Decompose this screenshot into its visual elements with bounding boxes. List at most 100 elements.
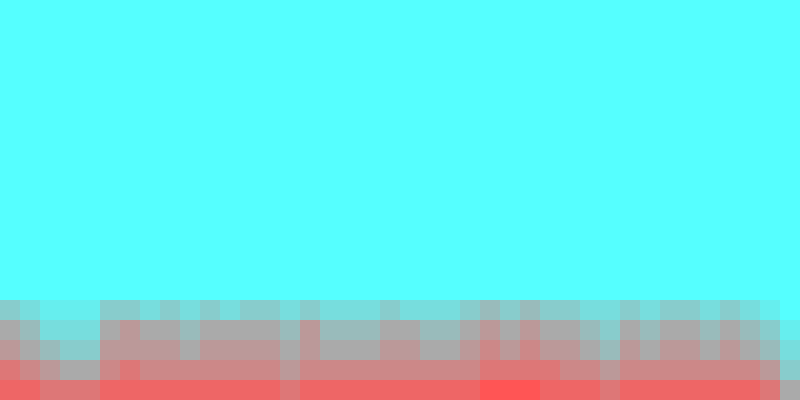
- cell: [480, 160, 501, 181]
- cell: [440, 300, 461, 321]
- cell: [440, 380, 461, 400]
- cell: [680, 300, 701, 321]
- cell: [20, 340, 41, 361]
- cell: [200, 340, 221, 361]
- cell: [280, 20, 301, 41]
- cell: [280, 320, 301, 341]
- cell: [120, 40, 141, 61]
- cell: [20, 200, 41, 221]
- cell: [540, 120, 561, 141]
- cell: [260, 120, 281, 141]
- cell: [460, 160, 481, 181]
- cell: [740, 240, 761, 261]
- cell: [160, 340, 181, 361]
- cell: [200, 80, 221, 101]
- cell: [200, 220, 221, 241]
- cell: [320, 360, 341, 381]
- cell: [160, 60, 181, 81]
- cell: [760, 360, 781, 381]
- cell: [60, 40, 81, 61]
- cell: [260, 320, 281, 341]
- cell: [220, 100, 241, 121]
- cell: [340, 260, 361, 281]
- cell: [300, 100, 321, 121]
- cell: [320, 0, 341, 21]
- cell: [360, 120, 381, 141]
- cell: [480, 320, 501, 341]
- cell: [140, 340, 161, 361]
- cell: [700, 340, 721, 361]
- cell: [560, 180, 581, 201]
- cell: [520, 180, 541, 201]
- cell: [560, 320, 581, 341]
- cell: [600, 80, 621, 101]
- cell: [500, 220, 521, 241]
- cell: [60, 20, 81, 41]
- cell: [660, 380, 681, 400]
- cell: [560, 220, 581, 241]
- cell: [320, 300, 341, 321]
- cell: [260, 300, 281, 321]
- cell: [680, 100, 701, 121]
- cell: [140, 120, 161, 141]
- cell: [80, 280, 101, 301]
- cell: [660, 280, 681, 301]
- cell: [80, 260, 101, 281]
- cell: [260, 20, 281, 41]
- cell: [160, 120, 181, 141]
- cell: [200, 200, 221, 221]
- cell: [320, 100, 341, 121]
- cell: [500, 20, 521, 41]
- cell: [240, 80, 261, 101]
- cell: [500, 80, 521, 101]
- cell: [520, 240, 541, 261]
- cell: [420, 80, 441, 101]
- cell: [480, 0, 501, 21]
- cell: [40, 240, 61, 261]
- cell: [620, 20, 641, 41]
- cell: [100, 260, 121, 281]
- cell: [500, 160, 521, 181]
- cell: [560, 80, 581, 101]
- cell: [340, 100, 361, 121]
- cell: [360, 340, 381, 361]
- cell: [20, 120, 41, 141]
- cell: [0, 160, 21, 181]
- cell: [300, 200, 321, 221]
- cell: [200, 280, 221, 301]
- cell: [0, 300, 21, 321]
- cell: [440, 0, 461, 21]
- cell: [300, 60, 321, 81]
- cell: [80, 60, 101, 81]
- cell: [600, 60, 621, 81]
- cell: [60, 100, 81, 121]
- chart-root: [0, 0, 800, 400]
- cell: [80, 40, 101, 61]
- cell: [100, 200, 121, 221]
- cell: [200, 40, 221, 61]
- cell: [220, 320, 241, 341]
- cell: [740, 220, 761, 241]
- cell: [600, 320, 621, 341]
- cell: [340, 40, 361, 61]
- cell: [320, 140, 341, 161]
- cell: [300, 80, 321, 101]
- cell: [780, 20, 800, 41]
- cell: [560, 200, 581, 221]
- cell: [460, 300, 481, 321]
- cell: [260, 280, 281, 301]
- cell: [740, 380, 761, 400]
- cell: [580, 200, 601, 221]
- cell: [120, 60, 141, 81]
- cell: [660, 220, 681, 241]
- cell: [780, 260, 800, 281]
- cell: [180, 320, 201, 341]
- cell: [340, 200, 361, 221]
- cell: [600, 180, 621, 201]
- cell: [140, 160, 161, 181]
- cell: [240, 340, 261, 361]
- cell: [440, 80, 461, 101]
- cell: [660, 200, 681, 221]
- cell: [380, 280, 401, 301]
- cell: [440, 280, 461, 301]
